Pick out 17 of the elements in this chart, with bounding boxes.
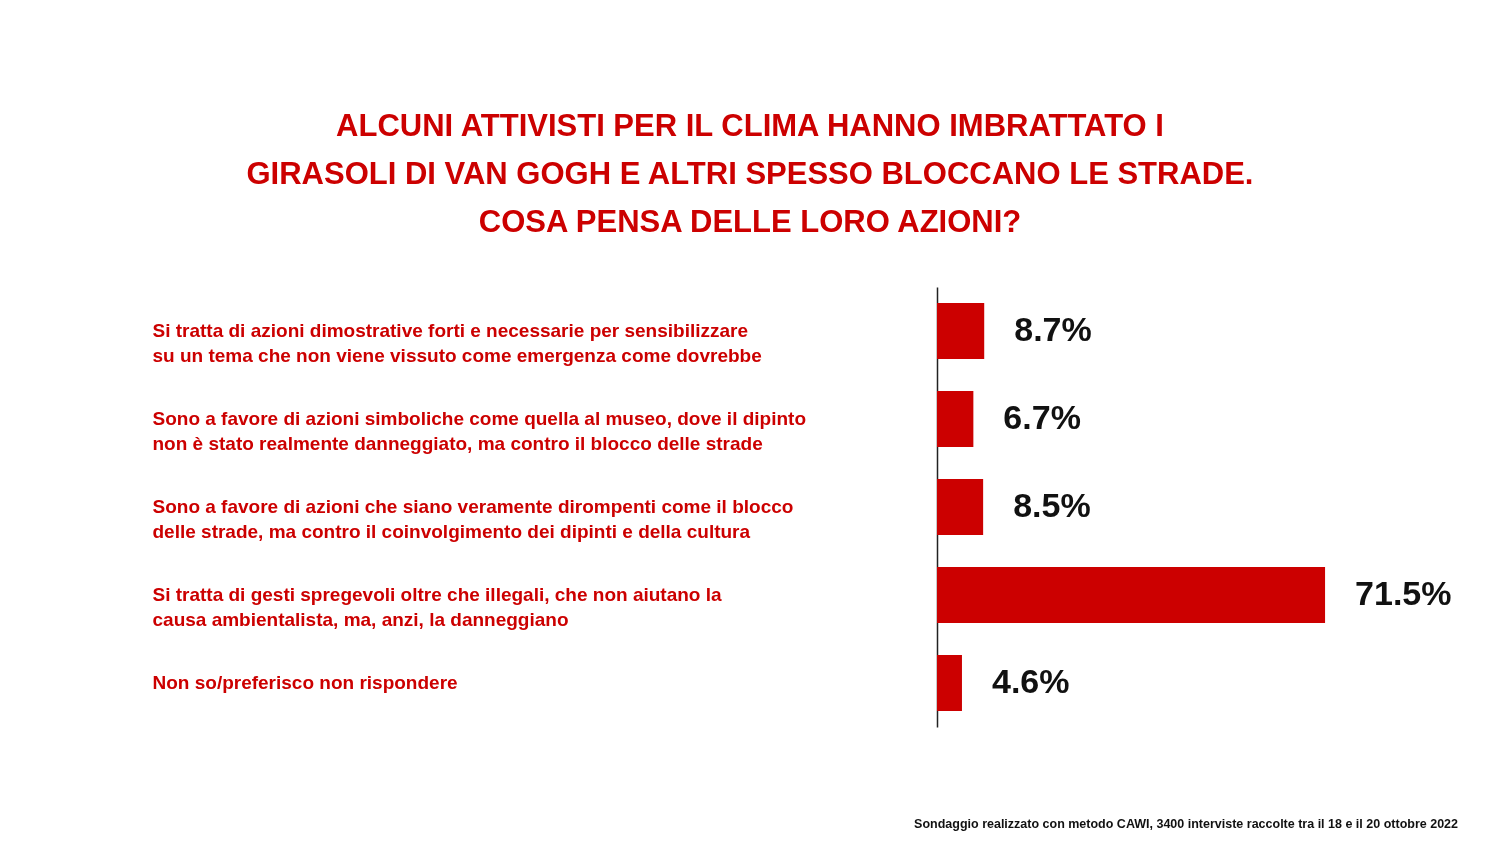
y-tick-label: Si tratta di gesti spregevoli oltre che illegali, che non aiutano la causa ambientalista, ma, anzi, la danneggiano [152,584,723,630]
data-label: 8.7% [1014,310,1092,348]
data-label: 71.5% [1355,574,1452,612]
y-tick-label: Sono a favore di azioni che siano veramente dirompenti come il blocco delle strade, ma contro il coinvolgimento dei dipinti e della cultura [152,496,794,542]
bar [937,655,962,711]
bar [937,303,985,359]
bar [937,391,974,447]
y-tick-label: Non so/preferisco non rispondere [152,672,458,693]
y-tick-label: Sono a favore di azioni simboliche come quella al museo, dove il dipinto non è stato realmente danneggiato, ma contro il blocco delle strade [152,408,807,454]
data-label: 4.6% [991,662,1070,700]
data-label: 8.5% [1013,486,1091,524]
bar [937,479,984,535]
data-label: 6.7% [1003,398,1081,436]
text: Sondaggio realizzato con metodo CAWI, 3400 interviste raccolte tra il 18 e il 20 ottobre 2022 [914,817,1459,831]
y-tick-label: Si tratta di azioni dimostrative forti e necessarie per sensibilizzare su un tema che non viene vissuto come emergenza come dovrebbe [152,320,762,366]
chart-title: ALCUNI ATTIVISTI PER IL CLIMA HANNO IMBRATTATO I GIRASOLI DI VAN GOGH E ALTRI SPESSO BLOCCANO LE STRADE. COSA PENSA DELLE LORO AZIONI? [246,108,1254,239]
bar [937,567,1326,623]
